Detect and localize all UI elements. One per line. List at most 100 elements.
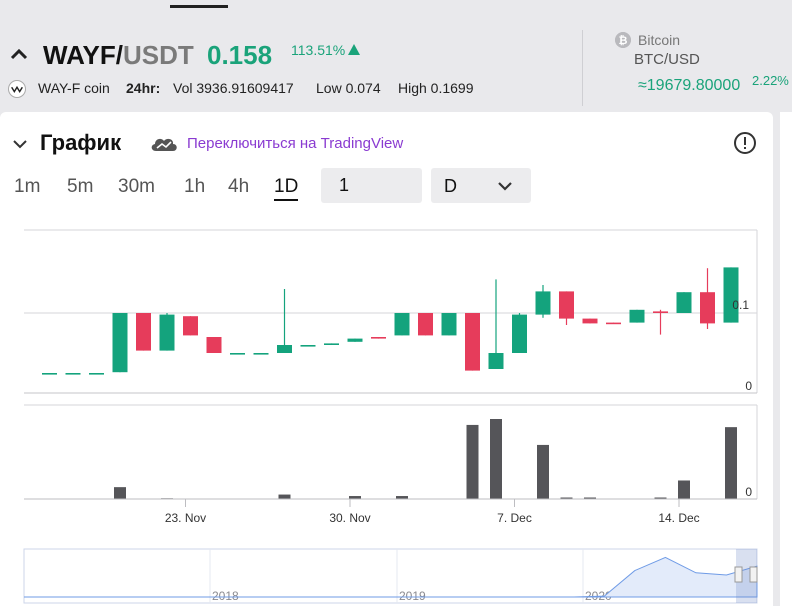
candle [112,313,128,373]
btc-name: Bitcoin [638,32,681,48]
candle [653,309,668,335]
candle [606,322,621,325]
candle [394,313,410,336]
x-tick-label: 30. Nov [329,511,370,525]
candle [535,285,551,318]
candle-body [230,353,245,355]
navigator-selection [736,549,757,603]
candle-body [324,343,339,345]
h24-label: 24hr: [126,80,161,96]
navigator-area [24,556,758,598]
candle [676,292,692,313]
high-24h: High 0.1699 [398,80,474,96]
y-tick-label: 0 [745,379,752,393]
candle-body [535,291,551,315]
candle [488,279,504,369]
volume-bar [490,419,502,499]
btc-pair[interactable]: BTC/USD [634,51,700,68]
candle-body [465,313,480,371]
pair-quote: USDT [122,40,194,70]
volume-bar [114,487,126,499]
candle [371,337,386,339]
volume-bar [396,496,408,499]
candle [136,313,151,351]
candle [700,268,715,329]
volume-24h: Vol 3936.91609417 [173,80,294,96]
volume-bar [278,494,291,499]
info-icon[interactable] [733,131,757,155]
timeframe-30m[interactable]: 30m [118,176,155,197]
volume-bar [654,497,667,499]
timeframe-5m[interactable]: 5m [67,176,94,197]
bitcoin-icon: ₿ [615,32,631,48]
volume-bar [349,496,361,499]
volume-bar [560,497,573,499]
candle-body [183,316,198,336]
y-tick-label: 0.1 [732,298,749,312]
candle [183,316,198,336]
last-price: 0.158 [207,40,273,70]
candle-body [371,337,386,339]
candle-body [206,337,222,353]
navigator-handle-right [749,566,758,583]
candle-body [488,353,504,369]
candle [418,313,433,336]
candle [89,373,104,375]
candle-body [159,314,175,351]
candle-body [300,345,316,347]
candle [512,313,527,353]
candle [65,373,81,375]
volume-bar [678,480,690,499]
interval-input[interactable] [321,168,422,203]
candle [206,337,222,353]
navigator-year-label: 2018 [212,589,239,603]
candle-body [606,322,621,325]
candle-body [42,373,57,375]
candle-body [394,313,410,336]
price-chart[interactable]: 0.1 0 0 23. Nov 30. Nov 7. Dec 14. Dec 2018… [0,227,773,606]
timeframe-4h[interactable]: 4h [228,176,250,197]
candle-body [629,309,645,323]
coin-name: WAY-F coin [38,80,110,96]
chevron-down-icon [498,182,512,191]
tradingview-switch-link[interactable]: Переключиться на TradingView [187,135,404,152]
cloud-icon [151,138,177,151]
timeframe-1m[interactable]: 1m [14,176,41,197]
volume-bar [466,424,479,499]
ticker-header: WAYF/USDT 0.158 113.51% WAY-F coin 24hr:… [0,0,792,112]
navigator-layer: 2018 2019 2020 [24,549,758,603]
interval-unit-select[interactable]: D [431,168,531,203]
x-axis: 23. Nov 30. Nov 7. Dec 14. Dec [165,499,700,525]
candle-body [723,267,739,323]
chevron-down-icon[interactable] [12,136,28,152]
candle [159,313,175,351]
header-divider [582,30,583,106]
candle [559,291,574,325]
candle-body [277,345,292,353]
pair-name: WAYF/USDT [43,40,194,71]
candle-body [89,373,104,375]
change-percent: 113.51% [291,42,361,58]
candle-body [653,311,668,313]
volume-bar [584,497,596,499]
change-percent-value: 113.51% [291,42,346,58]
candle [253,353,269,355]
candle-body [347,338,363,342]
candle-body [676,292,692,313]
active-tab-indicator [170,5,228,8]
timeframe-1h[interactable]: 1h [184,176,206,197]
candle-body [512,314,527,353]
candle [441,313,457,336]
candle [347,338,363,342]
btc-change-percent: 2.22% [752,73,789,88]
side-panel-edge [780,112,792,606]
svg-text:₿: ₿ [619,35,628,47]
chart-title: График [40,130,122,155]
candle-body [65,373,81,375]
candle [629,309,645,323]
x-tick-label: 14. Dec [658,511,699,525]
chevron-up-icon[interactable] [8,43,30,65]
volume-y-tick-label: 0 [745,485,752,499]
candle [465,313,480,371]
timeframe-1d[interactable]: 1D [274,176,299,201]
